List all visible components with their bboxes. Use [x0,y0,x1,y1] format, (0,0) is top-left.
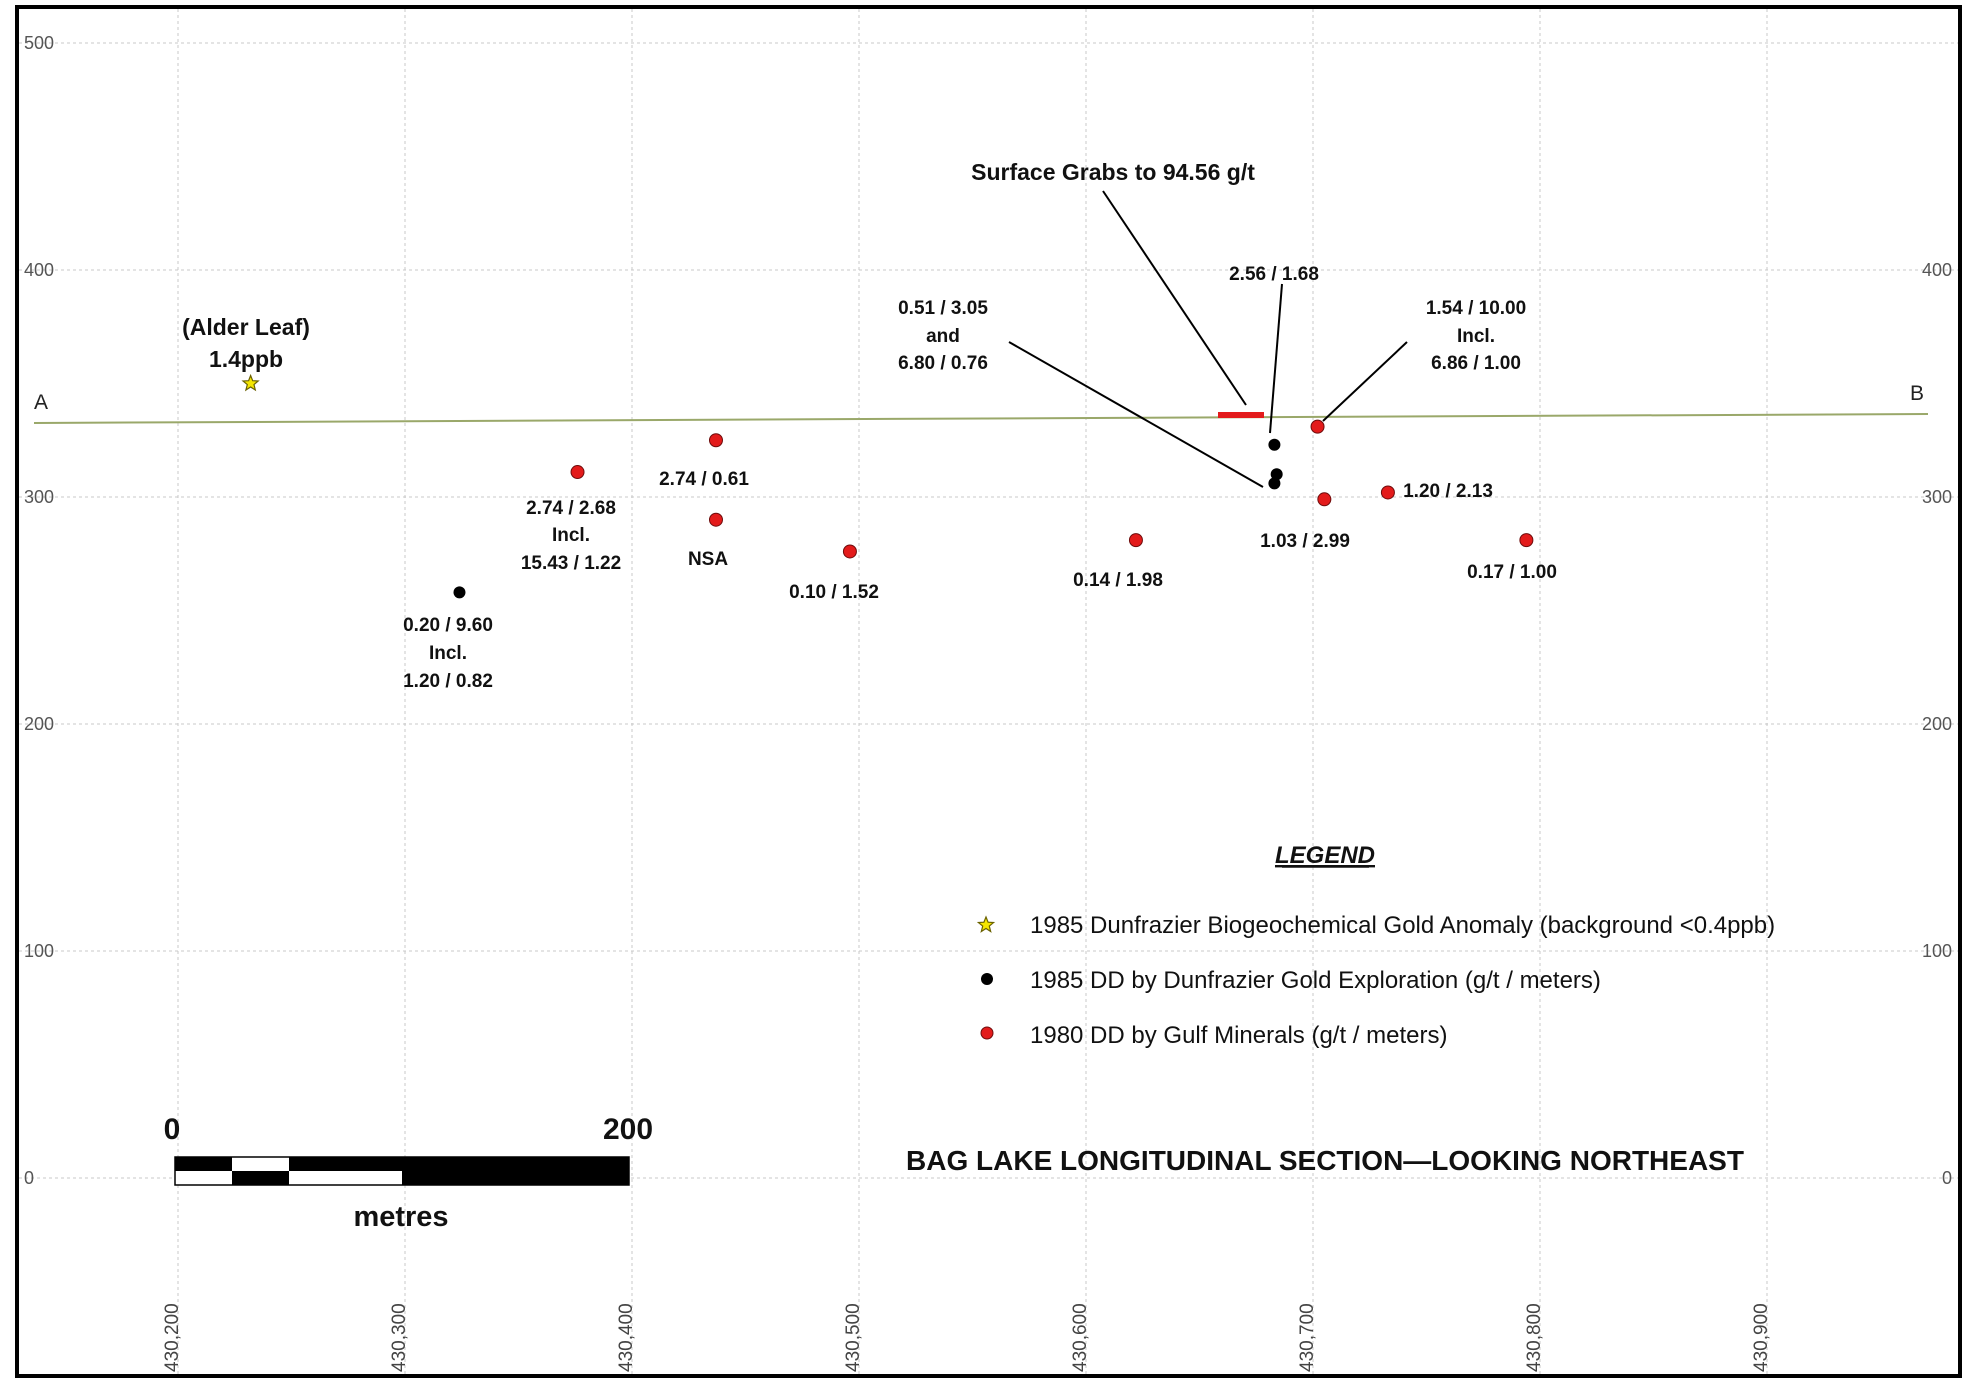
annotation-a9-line2: Incl. [1457,326,1495,347]
gulf-dd-point-4 [842,544,857,559]
gridlines [19,9,1958,1374]
gulf-dd-point-6 [1310,419,1325,434]
elevation-labels-right: 400 300 200 100 0 [1922,260,1952,1188]
easting-label-430600: 430,600 [1070,1303,1091,1372]
scale-bar: 0 200 metres [164,1113,653,1233]
easting-label-430400: 430,400 [616,1303,637,1372]
easting-label-430700: 430,700 [1297,1303,1318,1372]
elev-label-right-100: 100 [1922,941,1952,961]
elev-label-200: 200 [24,714,54,734]
elev-label-right-200: 200 [1922,714,1952,734]
annotation-a2-line2: Incl. [552,525,590,546]
annotation-a10: 1.03 / 2.99 [1260,531,1350,552]
leader-2-56 [1269,283,1283,434]
scale-bar-unit: metres [353,1201,448,1233]
legend-item-gulf-dd: 1980 DD by Gulf Minerals (g/t / meters) [1030,1022,1447,1049]
gulf-dd-point-5 [1128,533,1143,548]
annotation-a9-line3: 6.86 / 1.00 [1431,353,1521,374]
easting-label-430900: 430,900 [1751,1303,1772,1372]
scale-seg-3 [289,1157,402,1171]
leader-lines [1008,190,1408,488]
annotation-a2-line3: 15.43 / 1.22 [521,553,621,574]
gulf-dd-point-7 [1317,492,1332,507]
scale-seg-5 [402,1157,629,1171]
elev-label-500: 500 [24,33,54,53]
gulf-dd-point-3 [708,512,723,527]
scale-seg-1 [175,1157,232,1171]
drill-hole-points [453,419,1534,599]
annotation-a1-line3: 1.20 / 0.82 [403,671,493,692]
annotation-a5: 0.10 / 1.52 [789,582,879,603]
gulf-dd-point-8 [1380,485,1395,500]
annotation-a1-line2: Incl. [429,643,467,664]
legend: LEGEND 1985 Dunfrazier Biogeochemical Go… [976,842,1775,1049]
annotation-a9-line1: 1.54 / 10.00 [1426,298,1526,319]
annotation-a1-line1: 0.20 / 9.60 [403,615,493,636]
section-title: BAG LAKE LONGITUDINAL SECTION—LOOKING NO… [906,1145,1744,1176]
elev-label-0: 0 [24,1168,34,1188]
gulf-dd-point-2 [708,433,723,448]
elev-label-right-300: 300 [1922,487,1952,507]
annotation-a3: 2.74 / 0.61 [659,469,749,490]
leader-0-51 [1008,341,1264,488]
dunfrazier-dd-point-1 [453,586,466,599]
elevation-labels-left: 500 400 300 200 100 0 [24,33,54,1188]
gulf-dd-point-9 [1519,533,1534,548]
scale-bar-start: 0 [164,1113,181,1146]
easting-label-430300: 430,300 [389,1303,410,1372]
alder-leaf-value: 1.4ppb [209,346,283,372]
easting-labels: 430,200 430,300 430,400 430,500 430,600 … [162,1303,1772,1372]
easting-label-430500: 430,500 [843,1303,864,1372]
surface-grabs-label: Surface Grabs to 94.56 g/t [971,159,1255,185]
dunfrazier-dd-point-2 [1268,438,1281,451]
legend-black-dot-icon [981,973,993,985]
annotation-a4: NSA [688,549,728,570]
annotation-a12: 0.17 / 1.00 [1467,562,1557,583]
scale-seg-4 [402,1171,629,1185]
easting-label-430200: 430,200 [162,1303,183,1372]
annotation-a8: 2.56 / 1.68 [1229,264,1319,285]
section-end-b: B [1910,382,1924,405]
annotation-a2-line1: 2.74 / 2.68 [526,498,616,519]
biogeochem-anomaly-star-icon [241,373,260,392]
scale-bar-end: 200 [603,1113,653,1146]
legend-title: LEGEND [1275,842,1375,869]
surface-profile-line [33,413,1929,424]
legend-red-dot-icon [980,1026,994,1040]
elev-label-400: 400 [24,260,54,280]
elev-label-right-400: 400 [1922,260,1952,280]
annotation-a6: 0.14 / 1.98 [1073,570,1163,591]
annotation-a7-line3: 6.80 / 0.76 [898,353,988,374]
leader-1-54 [1322,341,1408,422]
leader-surface-grabs [1102,190,1247,406]
dunfrazier-dd-point-4 [1268,477,1281,490]
annotation-a7-line1: 0.51 / 3.05 [898,298,988,319]
elev-label-right-0: 0 [1942,1168,1952,1188]
easting-label-430800: 430,800 [1524,1303,1545,1372]
legend-star-icon [976,915,996,933]
elev-label-300: 300 [24,487,54,507]
legend-item-biogeochem: 1985 Dunfrazier Biogeochemical Gold Anom… [1030,912,1775,939]
annotation-a11: 1.20 / 2.13 [1403,481,1493,502]
annotation-a7-line2: and [926,326,960,347]
elev-label-100: 100 [24,941,54,961]
drill-annotations: 0.20 / 9.60 Incl. 1.20 / 0.82 2.74 / 2.6… [403,159,1557,692]
scale-seg-2 [232,1171,289,1185]
dunfrazier-dd-point-3 [1270,468,1283,481]
alder-leaf-name: (Alder Leaf) [182,314,310,340]
gulf-dd-point-1 [570,465,585,480]
legend-item-dunfrazier-dd: 1985 DD by Dunfrazier Gold Exploration (… [1030,967,1601,994]
map-frame [15,5,1962,1378]
section-end-a: A [34,391,48,414]
